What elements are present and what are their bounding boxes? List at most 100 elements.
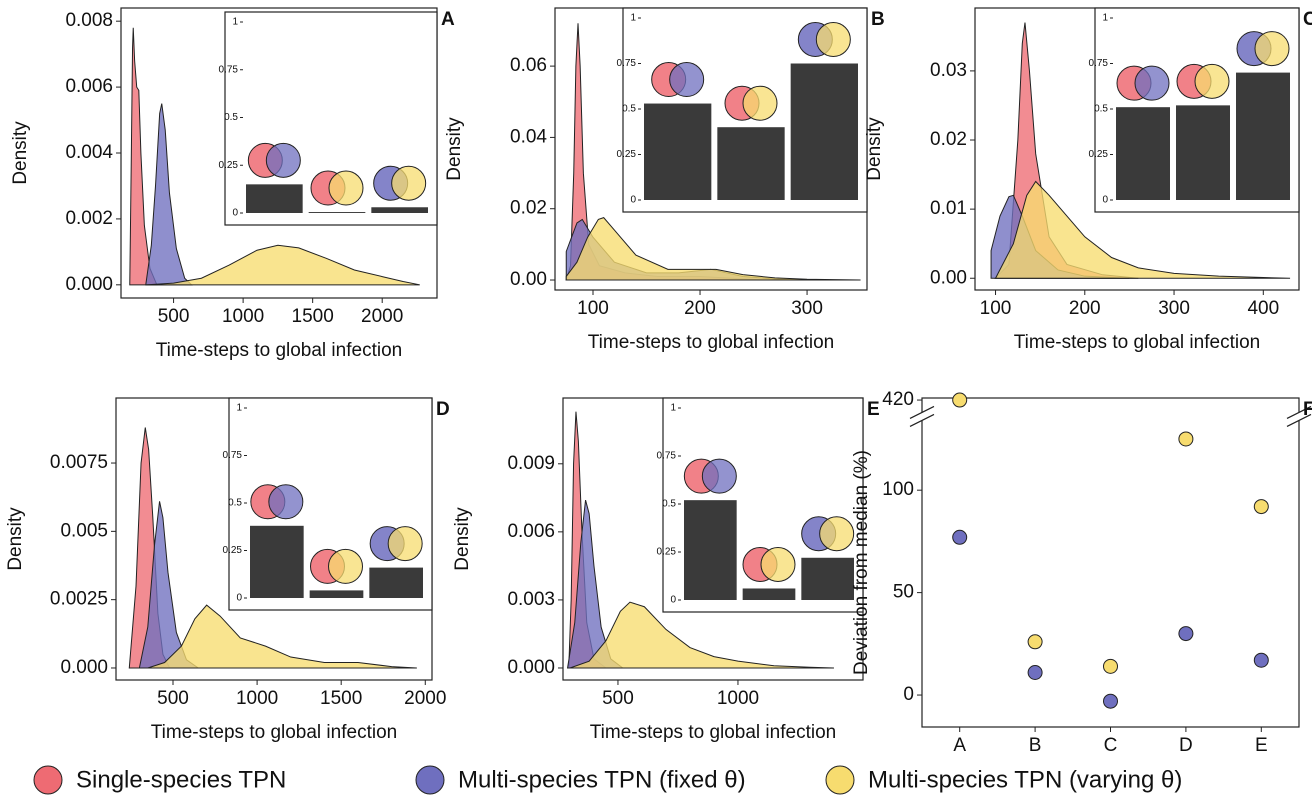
density-area [565, 217, 861, 281]
inset-bar [1116, 107, 1170, 200]
x-tick-label: 1000 [236, 688, 278, 709]
axis-break-gap [1287, 412, 1311, 421]
x-tick-label: A [953, 735, 966, 756]
venn-circle [391, 165, 427, 201]
venn-circle [265, 142, 301, 178]
x-tick-label: 300 [1158, 298, 1190, 319]
inset-y-tick-label: 1 [670, 403, 676, 414]
inset-y-tick-label: 0.25 [617, 149, 637, 160]
inset-y-tick-label: 0 [236, 593, 242, 604]
panel-label: C [1303, 9, 1312, 30]
venn-circle [742, 85, 778, 121]
point [1103, 658, 1118, 674]
x-tick-label: 1500 [320, 688, 362, 709]
inset-bar [742, 588, 796, 600]
inset-y-tick-label: 0.5 [1094, 104, 1108, 115]
inset-bar [644, 103, 712, 200]
inset-y-tick-label: 0.5 [224, 112, 238, 123]
x-tick-label: 400 [1247, 298, 1279, 319]
y-tick-label: 420 [882, 389, 914, 410]
venn-circle [1254, 31, 1290, 67]
x-tick-label: 100 [980, 298, 1012, 319]
inset-bar [369, 567, 423, 598]
point [1027, 634, 1043, 650]
venn-circle [819, 516, 855, 552]
x-axis-title: Time-steps to global infection [590, 722, 836, 743]
inset-bar [717, 127, 785, 200]
inset-y-tick-label: 0 [630, 195, 636, 206]
y-tick-label: 0.03 [930, 60, 967, 81]
legend-swatch [33, 765, 63, 795]
density-area [145, 244, 420, 286]
x-tick-label: 100 [577, 298, 609, 319]
y-axis-title: Density [5, 507, 26, 571]
venn-circle [1194, 63, 1230, 99]
x-tick-label: 1000 [717, 688, 759, 709]
inset-bar [801, 557, 854, 600]
x-tick-label: 500 [602, 688, 634, 709]
x-tick-label: D [1179, 735, 1193, 756]
inset-y-tick-label: 0.5 [622, 104, 636, 115]
inset-bar [371, 207, 428, 213]
density-area [569, 601, 834, 669]
y-tick-label: 0.003 [507, 589, 555, 610]
legend-label: Multi-species TPN (varying θ) [868, 766, 1182, 793]
y-axis-title: Density [864, 117, 885, 181]
x-axis-title: Time-steps to global infection [151, 722, 397, 743]
point [1178, 431, 1194, 447]
panel-label: F [1303, 399, 1312, 420]
x-tick-label: E [1255, 735, 1268, 756]
point [1253, 652, 1269, 668]
point [1103, 693, 1118, 709]
y-tick-label: 0.0025 [50, 589, 108, 610]
point [952, 392, 968, 408]
y-tick-label: 0 [903, 684, 914, 705]
x-tick-label: 200 [684, 298, 716, 319]
y-tick-label: 0.006 [507, 521, 555, 542]
inset-y-tick-label: 1 [232, 17, 238, 28]
inset-y-tick-label: 0.75 [1089, 58, 1109, 69]
inset-y-tick-label: 0.25 [223, 545, 243, 556]
x-tick-label: 2000 [404, 688, 446, 709]
inset-bar [1176, 105, 1230, 200]
point [1178, 626, 1194, 642]
x-tick-label: 2000 [361, 306, 403, 327]
y-axis-title: Density [444, 117, 465, 181]
plot-frame [921, 397, 1300, 728]
x-tick-label: 500 [158, 306, 190, 327]
venn-circle [387, 526, 423, 562]
inset-y-tick-label: 0.5 [662, 499, 676, 510]
x-tick-label: 1000 [222, 306, 264, 327]
inset-y-tick-label: 0.75 [219, 64, 239, 75]
density-area [994, 180, 1291, 279]
legend-label: Single-species TPN [76, 766, 286, 793]
legend-swatch [415, 765, 445, 795]
x-tick-label: C [1104, 735, 1118, 756]
y-tick-label: 0.00 [930, 267, 967, 288]
inset-frame [622, 7, 868, 213]
y-tick-label: 0.000 [507, 657, 555, 678]
panel-label: E [867, 399, 880, 420]
y-tick-label: 0.00 [510, 269, 547, 290]
inset-y-tick-label: 0.75 [617, 58, 637, 69]
y-tick-label: 0.002 [65, 208, 113, 229]
y-tick-label: 0.005 [60, 520, 108, 541]
venn-circle [328, 548, 363, 584]
inset-bar [1236, 72, 1290, 200]
x-tick-label: B [1029, 735, 1042, 756]
point [952, 529, 968, 545]
x-axis-title: Time-steps to global infection [588, 332, 834, 353]
y-tick-label: 0.02 [930, 129, 967, 150]
panel-label: B [871, 9, 885, 30]
y-axis-title: Density [10, 121, 31, 185]
axis-break-mark [909, 405, 935, 419]
y-tick-label: 0.01 [930, 198, 967, 219]
legend-swatch [825, 765, 855, 795]
inset-frame [1094, 7, 1300, 213]
y-axis-title: Deviation from median (%) [851, 450, 872, 675]
legend-label: Multi-species TPN (fixed θ) [458, 766, 746, 793]
inset-bar [246, 184, 303, 213]
inset-bar [309, 590, 364, 598]
inset-y-tick-label: 1 [630, 13, 636, 24]
